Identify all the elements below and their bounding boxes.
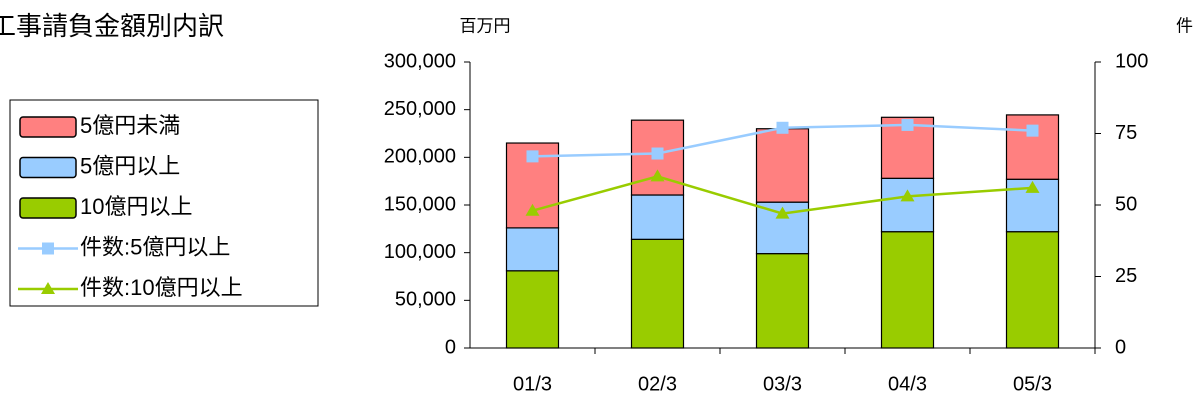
bar: [1005, 231, 1060, 349]
x-tick-label: 01/3: [513, 373, 552, 395]
y-tick-label: 150,000: [384, 193, 456, 215]
bar: [505, 227, 560, 272]
y-tick-label: 250,000: [384, 98, 456, 120]
y2-tick-label: 100: [1115, 50, 1148, 72]
line-marker: [900, 189, 915, 202]
y-axis-label: 百万円: [460, 16, 511, 35]
y-tick-label: 0: [445, 336, 456, 358]
y2-tick-label: 0: [1115, 336, 1126, 358]
legend-marker: [42, 242, 54, 255]
x-tick-label: 04/3: [888, 373, 927, 395]
line-marker: [526, 150, 539, 163]
x-tick-label: 02/3: [638, 373, 677, 395]
line-marker: [775, 206, 790, 219]
legend-label: 件数:10億円以上: [80, 275, 243, 300]
bar: [630, 238, 685, 349]
y-tick-label: 300,000: [384, 50, 456, 72]
x-tick-label: 05/3: [1013, 373, 1052, 395]
x-tick-label: 03/3: [763, 373, 802, 395]
line-marker: [776, 121, 789, 134]
legend-swatch: [19, 156, 77, 179]
legend-label: 件数:5億円以上: [80, 234, 230, 259]
bar: [880, 177, 935, 233]
y2-tick-label: 50: [1115, 193, 1137, 215]
bar: [755, 253, 810, 349]
legend-label: 5億円未満: [80, 113, 180, 138]
legend-label: 10億円以上: [80, 194, 192, 219]
y2-axis-label: 件: [1176, 16, 1193, 35]
line-marker: [525, 203, 540, 216]
y-tick-label: 100,000: [384, 241, 456, 263]
bar: [1005, 114, 1060, 180]
line-marker: [650, 169, 665, 182]
y-tick-label: 50,000: [395, 289, 456, 311]
bar: [755, 128, 810, 203]
legend-swatch: [19, 197, 77, 219]
line-marker: [901, 118, 914, 131]
y2-tick-label: 75: [1115, 122, 1137, 144]
bar: [505, 270, 560, 349]
line-marker: [1025, 180, 1040, 193]
legend-swatch: [19, 116, 77, 138]
chart-title: 工事請負金額別内訳: [0, 11, 224, 41]
line-marker: [651, 147, 664, 160]
y-tick-label: 200,000: [384, 146, 456, 168]
bar: [880, 231, 935, 349]
legend-marker: [41, 282, 55, 294]
line-marker: [1026, 124, 1039, 137]
bar: [630, 194, 685, 240]
y2-tick-label: 25: [1115, 265, 1137, 287]
legend-label: 5億円以上: [80, 153, 180, 178]
